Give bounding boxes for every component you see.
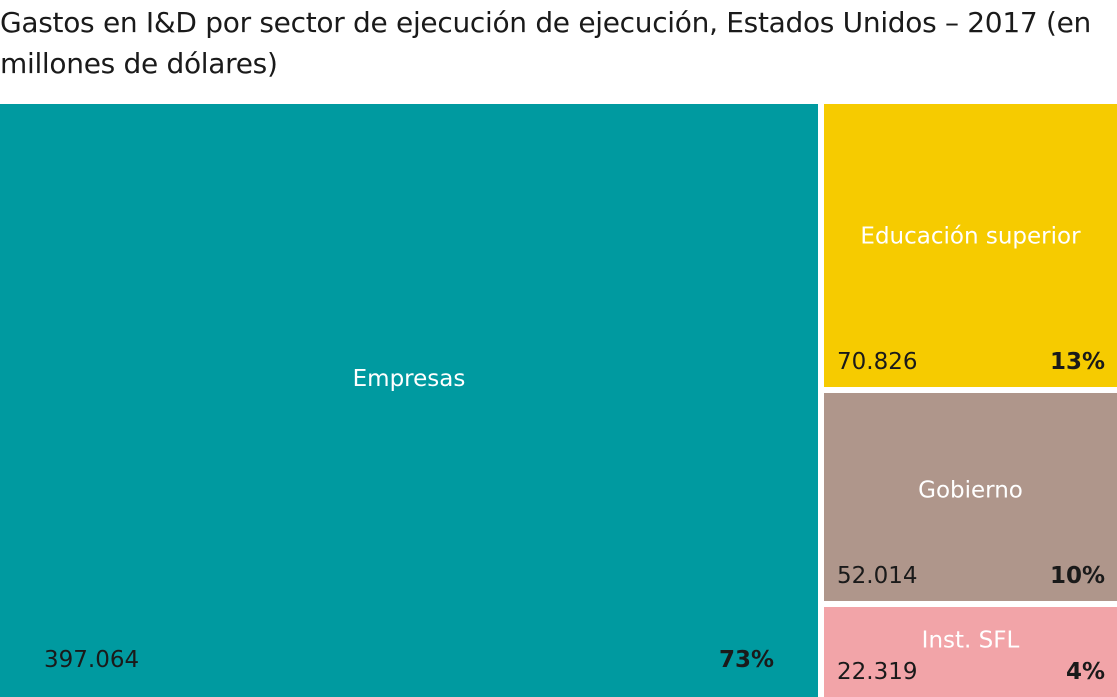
tile-value-empresas: 397.064 — [44, 647, 139, 673]
tile-value-educacion: 70.826 — [837, 349, 917, 375]
tile-rect-sfl — [824, 607, 1117, 697]
tile-empresas: Empresas 397.064 73% — [0, 104, 818, 697]
tile-value-gobierno: 52.014 — [837, 563, 917, 589]
tile-rect-empresas — [0, 104, 818, 697]
tile-gobierno: Gobierno 52.014 10% — [824, 393, 1117, 601]
tile-percent-empresas: 73% — [719, 647, 774, 673]
tile-percent-educacion: 13% — [1050, 349, 1105, 375]
tile-label-sfl: Inst. SFL — [922, 628, 1020, 654]
tile-percent-gobierno: 10% — [1050, 563, 1105, 589]
tile-rect-gobierno — [824, 393, 1117, 601]
tile-label-educacion: Educación superior — [860, 224, 1081, 250]
tile-label-gobierno: Gobierno — [918, 477, 1023, 503]
treemap-tiles: Empresas 397.064 73% Educación superior 70.8… — [0, 104, 1117, 697]
chart-title: Gastos en I&D por sector de ejecución de… — [0, 6, 1091, 80]
tile-percent-sfl: 4% — [1066, 659, 1105, 685]
tile-label-empresas: Empresas — [353, 366, 466, 392]
tile-educacion: Educación superior 70.826 13% — [824, 104, 1117, 387]
tile-value-sfl: 22.319 — [837, 659, 917, 685]
tile-rect-educacion — [824, 104, 1117, 387]
